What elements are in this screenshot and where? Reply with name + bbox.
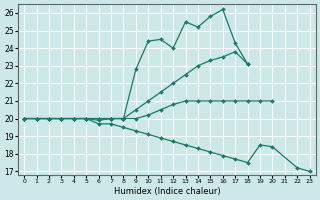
X-axis label: Humidex (Indice chaleur): Humidex (Indice chaleur): [114, 187, 220, 196]
